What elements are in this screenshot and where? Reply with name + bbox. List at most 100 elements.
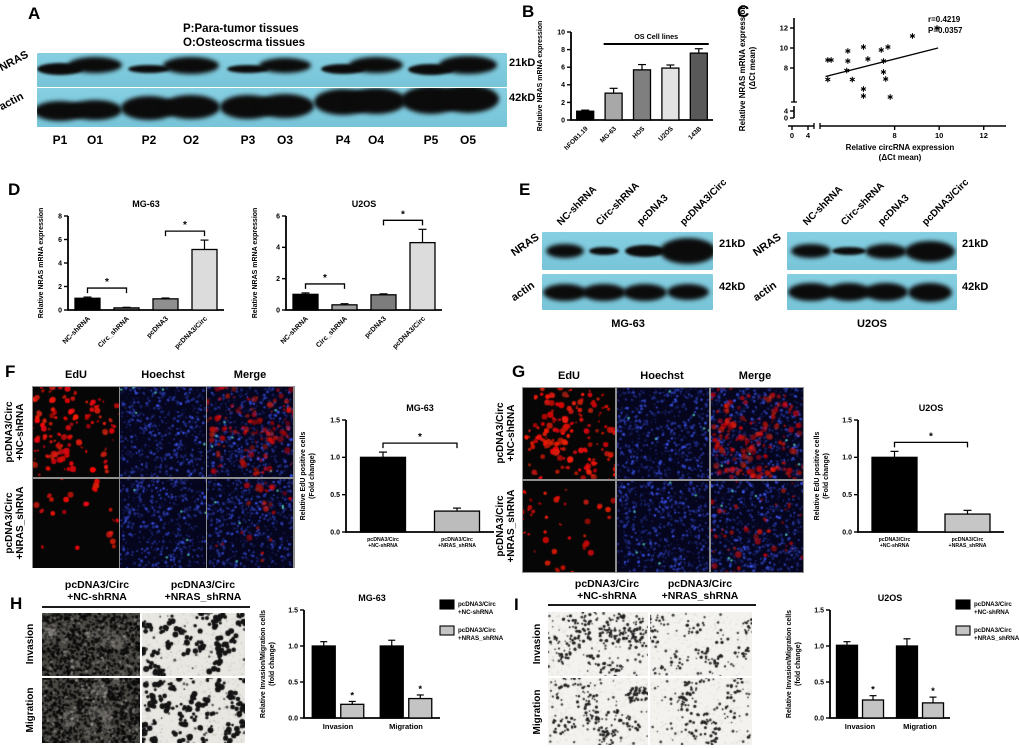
merge-image-nc-shrna-mg63 [207,387,293,477]
protein-label-nras: NRAS [0,48,31,74]
protein-band [660,238,713,264]
protein-band [227,65,269,73]
bar [408,697,433,719]
bar [340,703,365,719]
lane-label: P3 [240,133,256,147]
bar [576,110,595,121]
correlation-annotation: P=0.0357 [928,26,963,35]
y-axis-label: Relative EdU positive cells [300,432,307,521]
data-point [934,25,940,31]
x-category-label: Migration [389,722,423,731]
bar [113,307,140,311]
panel-a-label: A [28,4,41,23]
protein-band [68,57,122,73]
chart-title: U2OS [878,593,903,603]
x-category-label: pcDNA3 [146,315,170,339]
column-header: Hoechst [141,369,185,381]
lane-label: NC-shRNA [555,184,600,228]
y-tick-label: 8 [58,213,62,220]
sig-star: * [418,684,422,695]
column-header: EdU [65,369,87,381]
y-axis-label: Relative NRAS mRNA expression [38,208,45,319]
blot-e-u2os-nras-strip [787,232,957,270]
panel-i-header-underline [548,604,756,607]
data-point [885,44,891,50]
invasion-image-nc-shrna-u2os [548,612,648,676]
sig-bracket [164,230,206,237]
y-tick-label: 4 [784,107,789,116]
protein-label-actin: actin [751,279,780,304]
hoechst-image-nc-shrna-u2os [617,388,709,479]
migration-image-nras-shrna-u2os [650,678,752,745]
row-label: Migration [24,687,36,733]
data-point [860,86,867,92]
bar [689,52,708,121]
migration-image-nc-shrna-u2os [548,678,648,745]
row-label: Invasion [531,623,543,665]
lane-label: pcDNA3 [635,192,671,228]
chart-title: U2OS [919,403,944,413]
protein-band [905,240,955,262]
protein-band [827,283,871,301]
protein-band [582,283,626,301]
protein-band [908,282,952,302]
column-header: pcDNA3/Circ +NRAS_shRNA [661,578,739,602]
sig-star: * [871,685,875,696]
bar [632,69,652,121]
y-tick-label: 6 [58,237,62,244]
y-axis-label: (fold change) [269,642,276,686]
invasion-migration-u2os-bar-chart: 0.0 0.5 1.0 1.5 Relative Invasion/Migration … [786,593,1020,731]
y-tick-label: 4 [58,260,62,267]
bar [604,92,623,121]
data-point [845,48,851,54]
marker-21kd: 21kD [509,57,536,69]
y-tick-label: 1.0 [330,455,340,462]
y-tick-label: 6 [276,213,280,220]
protein-band [439,56,497,74]
y-tick-label: 8 [561,47,565,54]
column-header: pcDNA3/Circ +NC-shRNA [64,579,130,603]
column-header: Hoechst [640,370,684,382]
protein-band [543,283,587,301]
x-category-label: Circ_shRNA [315,315,349,349]
bar [921,702,945,719]
legend-label: pcDNA3/Circ [458,601,496,608]
protein-band [791,244,831,258]
x-category-label: pcDNA3/Circ [367,537,399,543]
bar [359,456,407,533]
panel-i-label: I [514,595,519,614]
marker-42kd: 42kD [509,92,536,104]
data-point [828,57,834,63]
bar [370,294,397,311]
annotation-label: OS Cell lines [634,32,678,41]
sig-star: * [105,277,109,288]
protein-label-actin: actin [509,279,538,304]
x-tick-label: 8 [893,131,897,140]
sig-star: * [929,431,933,442]
marker-21kd: 21kD [719,238,746,250]
x-tick-label: 12 [980,131,988,140]
protein-band [163,56,219,74]
bar [152,298,179,311]
y-tick-label: 1.5 [330,417,340,424]
protein-band [589,247,619,255]
data-point [909,33,916,39]
chart-title: MG-63 [358,593,386,603]
y-tick-label: 0.5 [330,492,340,499]
x-category-label: pcDNA3/Circ [441,537,473,543]
chart-title: MG-63 [406,403,434,413]
protein-band [832,247,866,255]
column-header: Merge [233,369,267,381]
sig-bracket [382,219,424,226]
x-category-label: 143B [687,125,703,141]
x-tick-label: 10 [935,131,943,140]
protein-band [162,95,220,119]
edu-image-nc-shrna-u2os [523,388,615,479]
y-axis-label: Relative Invasion/Migration cells [260,610,267,718]
blot-e-mg63-nras-strip [542,232,713,270]
x-category-label: pcDNA3 [364,315,388,339]
column-header: EdU [558,370,580,382]
column-header: pcDNA3/Circ +NC-shRNA [574,578,640,602]
x-category-label: pcDNA3/Circ [392,315,427,350]
